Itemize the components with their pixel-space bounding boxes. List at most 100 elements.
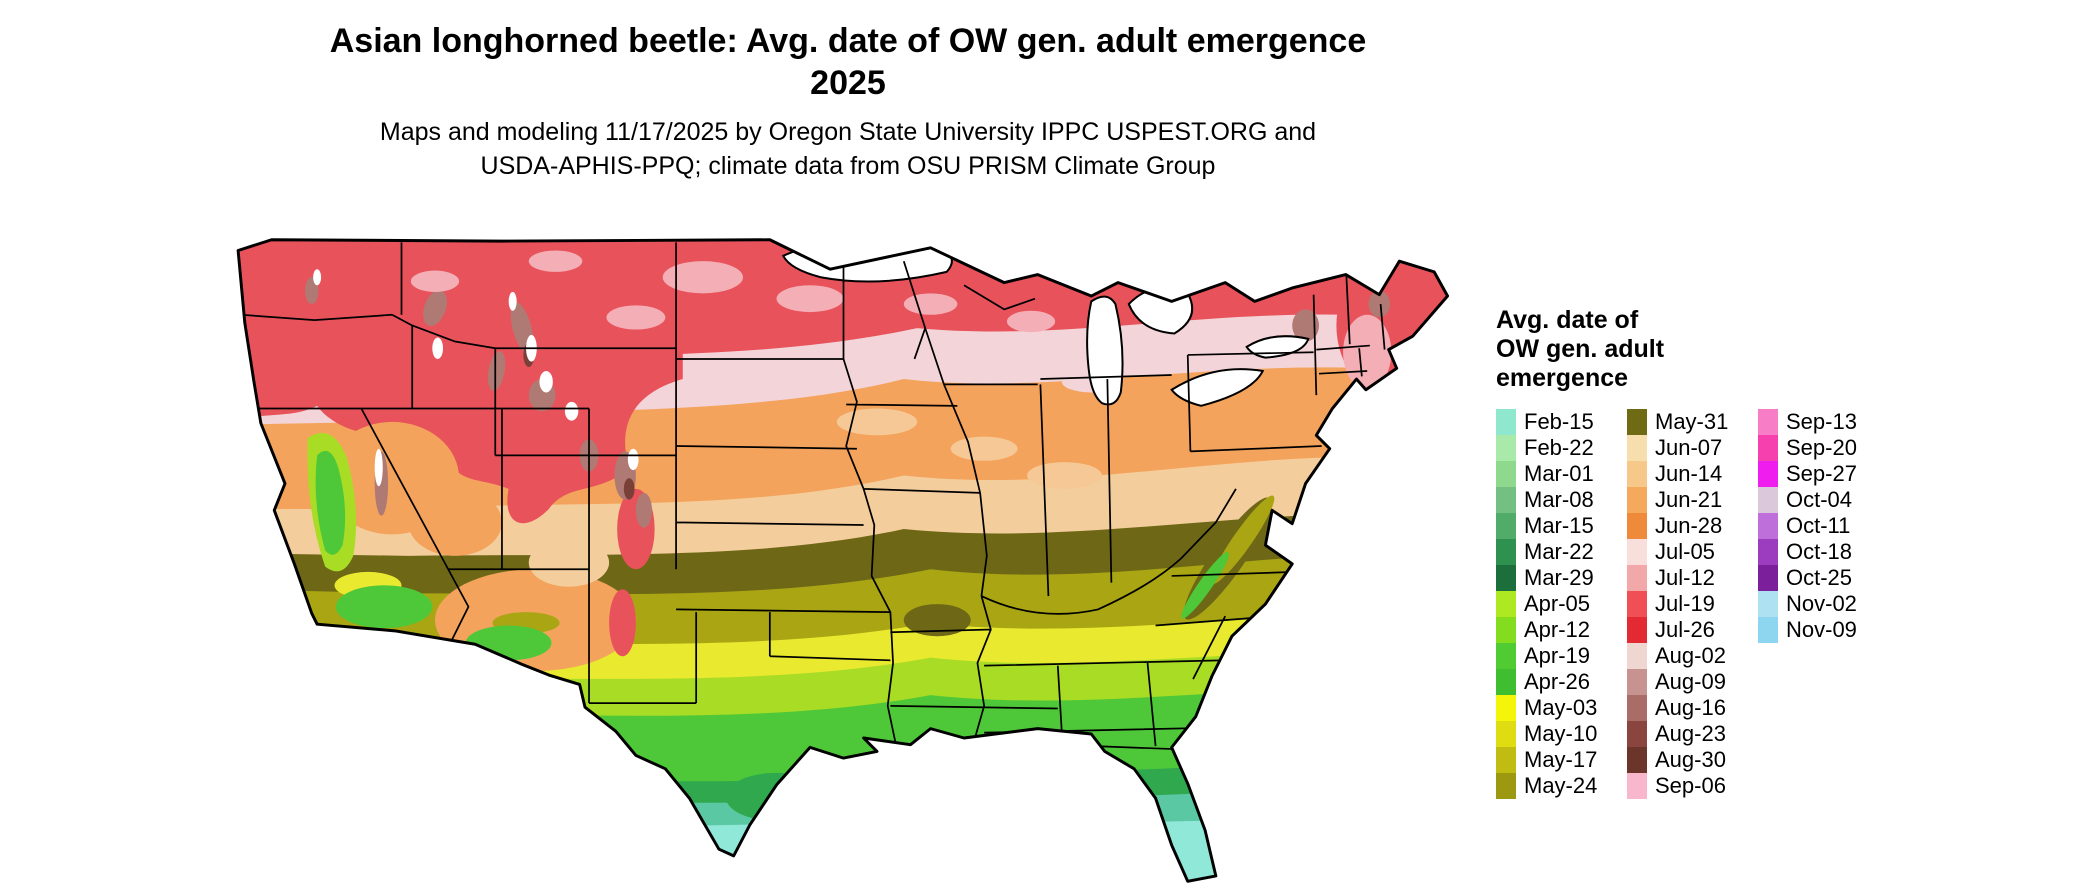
legend-label: May-10 bbox=[1524, 721, 1598, 746]
legend-swatch bbox=[1758, 487, 1778, 513]
legend-entry: Jun-28 bbox=[1627, 513, 1758, 539]
legend-entry: Apr-12 bbox=[1496, 617, 1627, 643]
legend-swatch bbox=[1758, 617, 1778, 643]
legend-swatch bbox=[1627, 487, 1647, 513]
page-title-year: 2025 bbox=[810, 64, 886, 102]
legend-title-line: OW gen. adult bbox=[1496, 335, 1665, 363]
legend-label: Jul-26 bbox=[1655, 617, 1715, 642]
legend-swatch bbox=[1627, 539, 1647, 565]
legend-entry: Feb-15 bbox=[1496, 409, 1627, 435]
legend-entry: Apr-26 bbox=[1496, 669, 1627, 695]
legend-label: Oct-18 bbox=[1786, 539, 1853, 564]
legend-swatch bbox=[1758, 565, 1778, 591]
legend-label: May-17 bbox=[1524, 747, 1598, 772]
legend-entry: Mar-01 bbox=[1496, 461, 1627, 487]
legend-label: Jul-05 bbox=[1655, 539, 1715, 564]
legend-label: Jun-14 bbox=[1655, 461, 1723, 486]
legend-entry: Jul-26 bbox=[1627, 617, 1758, 643]
legend-swatch bbox=[1496, 435, 1516, 461]
legend-swatch bbox=[1627, 409, 1647, 435]
legend-column-1: Feb-15 Feb-22 Mar-01 Mar-08 Mar-15 Mar-22 Mar-… bbox=[1496, 409, 1627, 799]
legend-entry: Oct-04 bbox=[1758, 487, 1889, 513]
legend-swatch bbox=[1627, 773, 1647, 799]
legend-label: Sep-06 bbox=[1655, 773, 1726, 798]
legend-entry: Jul-12 bbox=[1627, 565, 1758, 591]
legend-entry: May-03 bbox=[1496, 695, 1627, 721]
legend-label: Aug-30 bbox=[1655, 747, 1726, 772]
legend-label: Apr-19 bbox=[1524, 643, 1591, 668]
legend-entry: Jul-05 bbox=[1627, 539, 1758, 565]
subtitle: Maps and modeling 11/17/2025 by Oregon S… bbox=[379, 118, 1317, 146]
legend-swatch bbox=[1627, 747, 1647, 773]
legend-label: Apr-26 bbox=[1524, 669, 1591, 694]
us-emergence-map bbox=[234, 221, 1453, 884]
legend-entry: Nov-09 bbox=[1758, 617, 1889, 643]
legend-column-2: May-31 Jun-07 Jun-14 Jun-21 Jun-28 Jul-05 Jul-… bbox=[1627, 409, 1758, 799]
legend-entry: Aug-02 bbox=[1627, 643, 1758, 669]
legend-swatch bbox=[1758, 591, 1778, 617]
legend-label: Oct-11 bbox=[1786, 513, 1851, 538]
legend-label: Mar-22 bbox=[1524, 539, 1594, 564]
legend-swatch bbox=[1627, 513, 1647, 539]
legend-label: Oct-25 bbox=[1786, 565, 1853, 590]
legend-entry: Jun-21 bbox=[1627, 487, 1758, 513]
legend-entry: Oct-25 bbox=[1758, 565, 1889, 591]
legend-title: Avg. date of OW gen. adult emergence bbox=[1496, 306, 2016, 393]
legend-entry: Oct-11 bbox=[1758, 513, 1889, 539]
legend-swatch bbox=[1496, 409, 1516, 435]
legend-entry: Feb-22 bbox=[1496, 435, 1627, 461]
legend-swatch bbox=[1627, 461, 1647, 487]
legend-swatch bbox=[1496, 643, 1516, 669]
legend-swatch bbox=[1627, 669, 1647, 695]
legend-entry: Aug-09 bbox=[1627, 669, 1758, 695]
lake-erie bbox=[1170, 368, 1265, 407]
legend-label: May-24 bbox=[1524, 773, 1598, 798]
legend-swatch bbox=[1496, 487, 1516, 513]
legend-label: Aug-16 bbox=[1655, 695, 1726, 720]
legend-swatch bbox=[1496, 695, 1516, 721]
legend-label: Nov-02 bbox=[1786, 591, 1857, 616]
legend-label: Jul-12 bbox=[1655, 565, 1715, 590]
legend-swatch bbox=[1496, 591, 1516, 617]
legend-label: Nov-09 bbox=[1786, 617, 1857, 642]
legend-label: Jun-28 bbox=[1655, 513, 1723, 538]
legend-swatch bbox=[1758, 435, 1778, 461]
legend-entry: Mar-22 bbox=[1496, 539, 1627, 565]
legend-swatch bbox=[1627, 643, 1647, 669]
legend-entry: May-24 bbox=[1496, 773, 1627, 799]
us-map-svg bbox=[236, 238, 1450, 883]
legend-label: Aug-23 bbox=[1655, 721, 1726, 746]
legend-entry: Jun-07 bbox=[1627, 435, 1758, 461]
legend-swatch bbox=[1758, 513, 1778, 539]
legend-label: Jun-07 bbox=[1655, 435, 1723, 460]
legend-entry: Sep-20 bbox=[1758, 435, 1889, 461]
legend-entry: Oct-18 bbox=[1758, 539, 1889, 565]
legend-swatch bbox=[1627, 695, 1647, 721]
legend-entry: Aug-23 bbox=[1627, 721, 1758, 747]
legend-label: May-31 bbox=[1655, 409, 1729, 434]
legend-swatch bbox=[1496, 513, 1516, 539]
legend-label: Aug-09 bbox=[1655, 669, 1726, 694]
legend-swatch bbox=[1758, 409, 1778, 435]
legend-label: Oct-04 bbox=[1786, 487, 1853, 512]
legend-columns: Feb-15 Feb-22 Mar-01 Mar-08 Mar-15 Mar-22 Mar-… bbox=[1496, 409, 2016, 799]
state-borders bbox=[240, 242, 1386, 751]
legend-swatch bbox=[1496, 747, 1516, 773]
legend-label: Mar-29 bbox=[1524, 565, 1594, 590]
legend-label: Mar-01 bbox=[1524, 461, 1594, 486]
legend-swatch bbox=[1496, 669, 1516, 695]
legend-entry: Sep-06 bbox=[1627, 773, 1758, 799]
lake-michigan bbox=[1086, 295, 1124, 406]
legend-swatch bbox=[1496, 617, 1516, 643]
legend-entry: Mar-15 bbox=[1496, 513, 1627, 539]
legend-swatch bbox=[1627, 721, 1647, 747]
legend-entry: May-31 bbox=[1627, 409, 1758, 435]
legend-label: Apr-12 bbox=[1524, 617, 1591, 642]
legend-swatch bbox=[1627, 591, 1647, 617]
legend-label: Aug-02 bbox=[1655, 643, 1726, 668]
legend-label: Sep-13 bbox=[1786, 409, 1857, 434]
legend-swatch bbox=[1496, 461, 1516, 487]
legend-entry: Mar-29 bbox=[1496, 565, 1627, 591]
legend-swatch bbox=[1627, 617, 1647, 643]
legend-label: Sep-20 bbox=[1786, 435, 1857, 460]
